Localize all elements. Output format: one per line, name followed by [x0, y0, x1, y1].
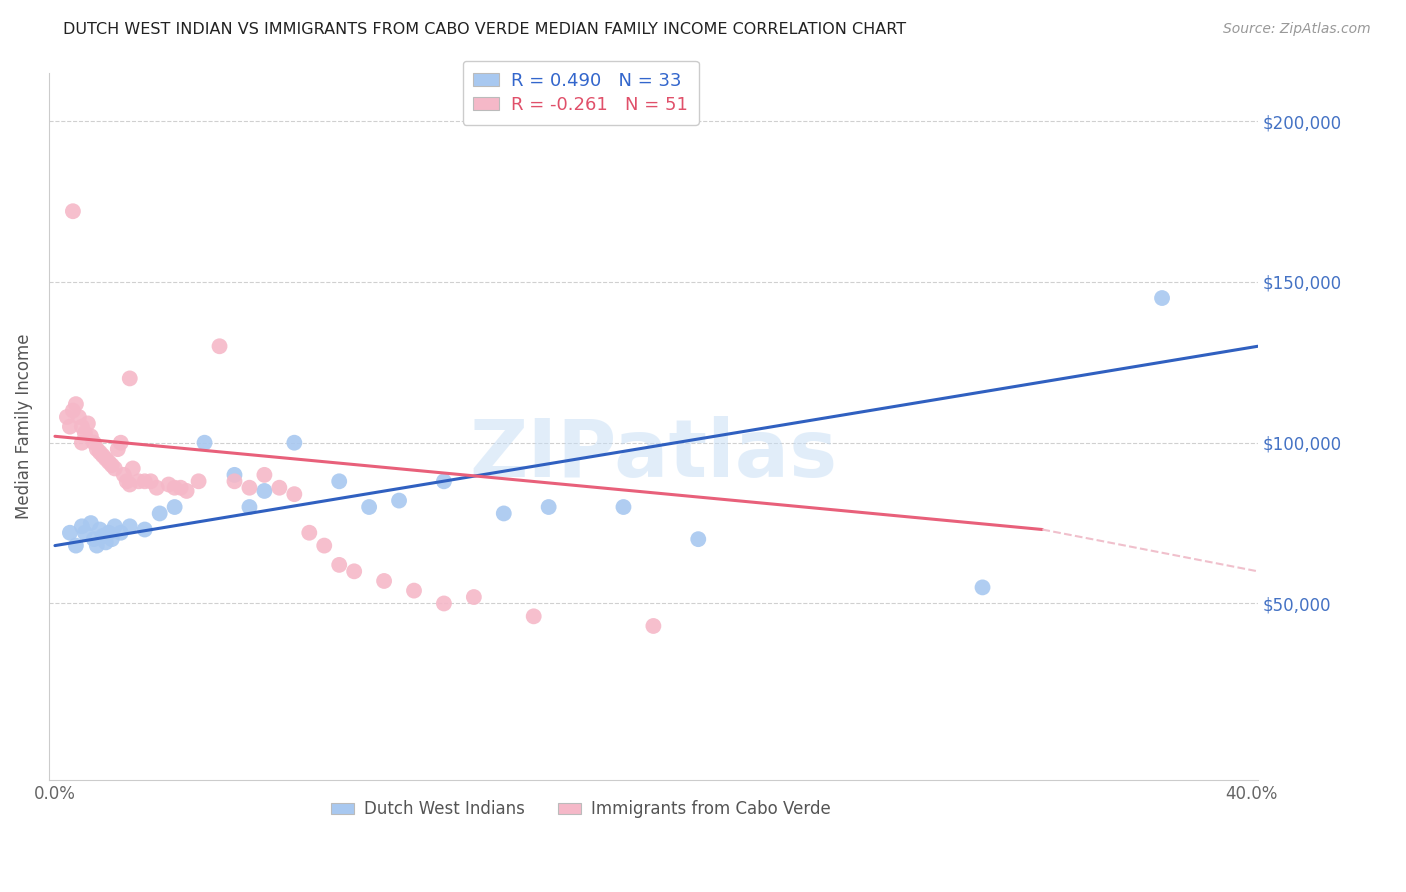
Point: [134, 475, 156, 489]
Point: [89, 445, 111, 459]
Point: [67, 409, 90, 424]
Point: [110, 435, 132, 450]
Point: [86, 442, 108, 457]
Point: [176, 483, 198, 498]
Point: [112, 467, 135, 482]
Point: [537, 500, 560, 514]
Point: [433, 475, 456, 489]
Point: [269, 481, 291, 495]
Point: [283, 487, 305, 501]
Point: [402, 583, 425, 598]
Point: [97, 455, 120, 469]
Point: [463, 590, 485, 604]
Point: [104, 519, 127, 533]
Point: [193, 435, 215, 450]
Point: [91, 449, 114, 463]
Point: [62, 204, 84, 219]
Point: [59, 419, 82, 434]
Point: [115, 475, 138, 489]
Point: [73, 426, 96, 441]
Point: [208, 339, 231, 353]
Point: [118, 371, 141, 385]
Point: [70, 519, 93, 533]
Point: [80, 516, 103, 530]
Point: [94, 451, 117, 466]
Point: [972, 581, 994, 595]
Point: [104, 461, 127, 475]
Point: [643, 619, 665, 633]
Point: [492, 507, 515, 521]
Point: [238, 500, 260, 514]
Point: [238, 481, 260, 495]
Point: [328, 475, 350, 489]
Point: [688, 532, 710, 546]
Text: ZIPatlas: ZIPatlas: [470, 416, 838, 494]
Point: [298, 525, 321, 540]
Text: DUTCH WEST INDIAN VS IMMIGRANTS FROM CABO VERDE MEDIAN FAMILY INCOME CORRELATION: DUTCH WEST INDIAN VS IMMIGRANTS FROM CAB…: [63, 22, 907, 37]
Point: [253, 483, 276, 498]
Point: [101, 458, 124, 473]
Legend: Dutch West Indians, Immigrants from Cabo Verde: Dutch West Indians, Immigrants from Cabo…: [323, 794, 838, 825]
Point: [86, 539, 108, 553]
Point: [139, 475, 162, 489]
Point: [523, 609, 546, 624]
Point: [224, 467, 246, 482]
Point: [101, 532, 124, 546]
Point: [70, 435, 93, 450]
Point: [94, 535, 117, 549]
Point: [283, 435, 305, 450]
Point: [373, 574, 395, 588]
Point: [157, 477, 180, 491]
Point: [328, 558, 350, 572]
Point: [89, 523, 111, 537]
Text: Source: ZipAtlas.com: Source: ZipAtlas.com: [1223, 22, 1371, 37]
Point: [118, 519, 141, 533]
Y-axis label: Median Family Income: Median Family Income: [15, 334, 32, 519]
Point: [149, 507, 172, 521]
Point: [388, 493, 411, 508]
Point: [224, 475, 246, 489]
Point: [343, 564, 366, 578]
Point: [62, 403, 84, 417]
Point: [80, 429, 103, 443]
Point: [1150, 291, 1173, 305]
Point: [163, 500, 186, 514]
Point: [145, 481, 167, 495]
Point: [118, 477, 141, 491]
Point: [97, 525, 120, 540]
Point: [83, 435, 105, 450]
Point: [314, 539, 336, 553]
Point: [134, 523, 156, 537]
Point: [253, 467, 276, 482]
Point: [65, 397, 87, 411]
Point: [107, 442, 129, 457]
Point: [612, 500, 634, 514]
Point: [65, 539, 87, 553]
Point: [163, 481, 186, 495]
Point: [110, 525, 132, 540]
Point: [56, 409, 79, 424]
Point: [91, 529, 114, 543]
Point: [433, 597, 456, 611]
Point: [128, 475, 150, 489]
Point: [187, 475, 209, 489]
Point: [121, 461, 143, 475]
Point: [59, 525, 82, 540]
Point: [73, 525, 96, 540]
Point: [70, 419, 93, 434]
Point: [83, 532, 105, 546]
Point: [76, 417, 98, 431]
Point: [359, 500, 381, 514]
Point: [169, 481, 191, 495]
